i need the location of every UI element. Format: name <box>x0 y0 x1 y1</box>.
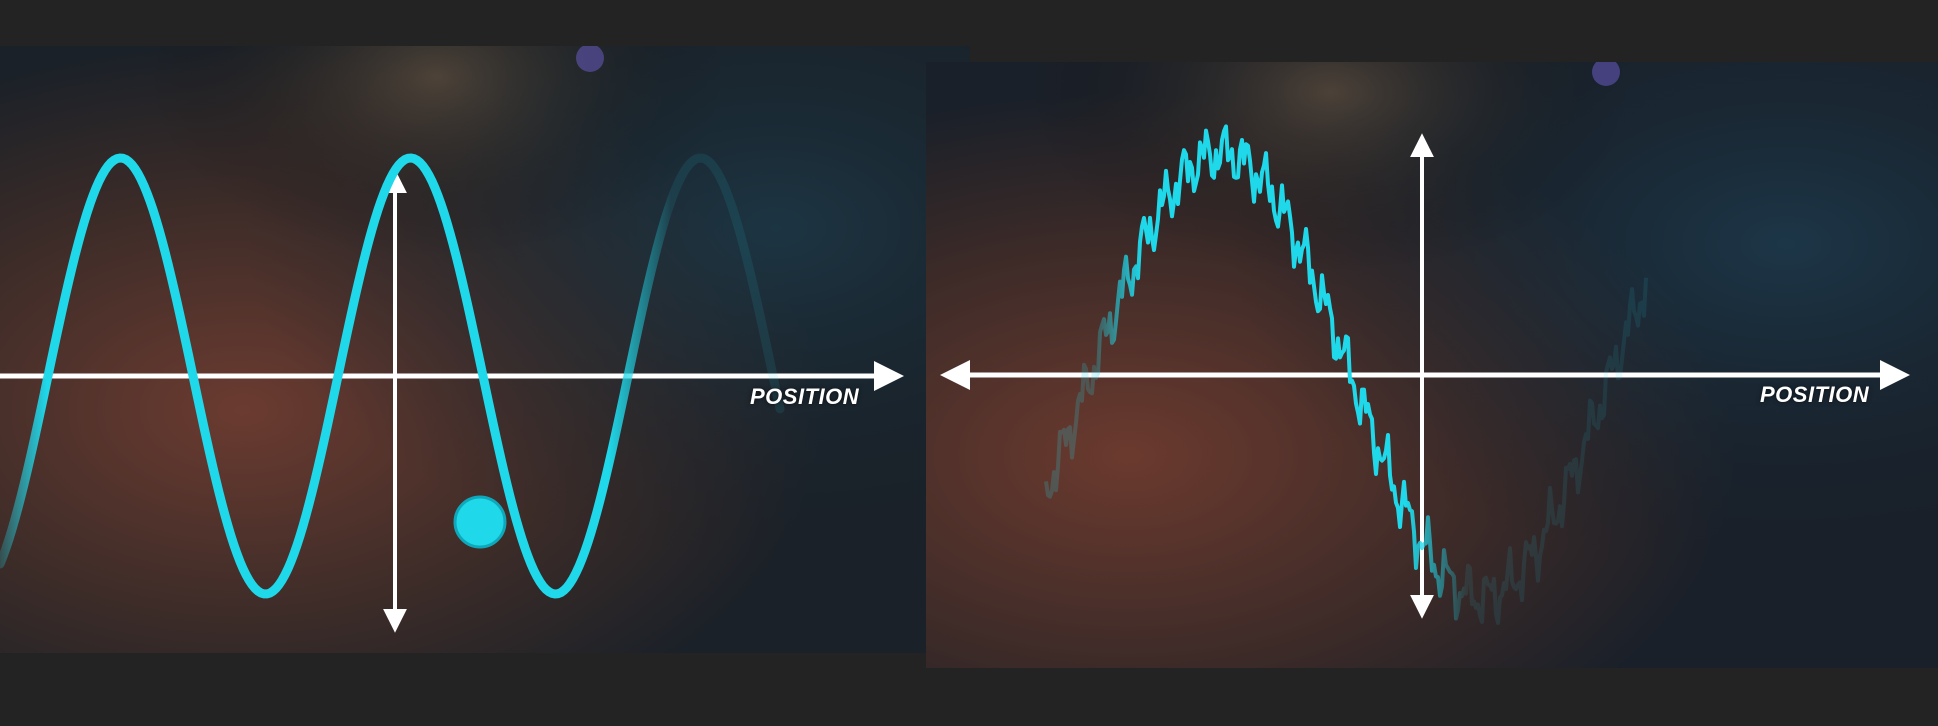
right-diagram <box>926 62 1938 668</box>
left-diagram <box>0 46 970 653</box>
position-axis-label: POSITION <box>750 384 860 409</box>
wave-curve <box>0 153 785 599</box>
noisy-wave-curve <box>1044 124 1648 625</box>
particle-dot <box>453 495 507 549</box>
right-panel: POSITION <box>926 62 1938 668</box>
position-axis-label: POSITION <box>1760 382 1870 407</box>
left-panel: POSITION <box>0 46 970 653</box>
